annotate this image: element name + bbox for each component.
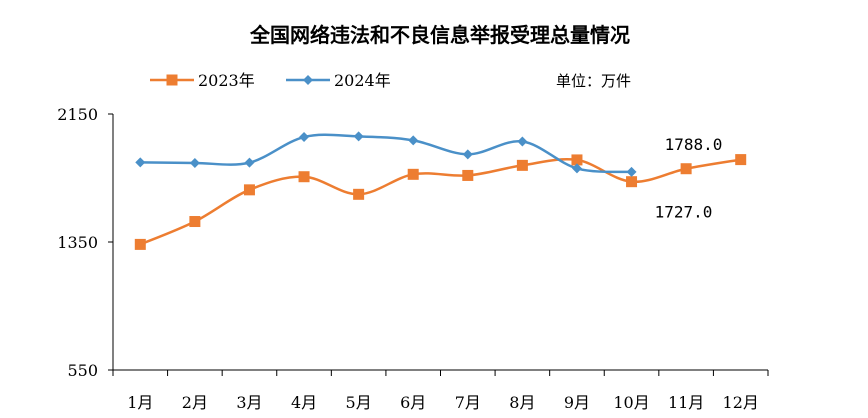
data-label: 1727.0	[655, 203, 713, 222]
data-point-2023	[243, 184, 255, 196]
x-tick-label: 6月	[400, 393, 426, 412]
series-line-2024	[140, 133, 632, 174]
data-point-2024	[299, 132, 310, 143]
series-layer	[134, 131, 747, 250]
y-tick-label: 2150	[57, 105, 98, 124]
legend-label: 2024年	[334, 71, 391, 90]
unit-label: 单位：万件	[556, 72, 631, 90]
legend: 2023年 2024年	[150, 71, 391, 90]
legend-item-2024: 2024年	[286, 71, 391, 90]
data-point-2024	[626, 166, 637, 177]
data-point-2023	[680, 163, 692, 175]
annotation-layer: 1788.0 1727.0	[655, 135, 723, 222]
legend-marker	[303, 75, 313, 85]
data-label: 1788.0	[665, 135, 723, 154]
data-point-2024	[517, 136, 528, 147]
data-point-2023	[516, 159, 528, 171]
data-point-2023	[134, 238, 146, 250]
x-tick-label: 3月	[236, 393, 262, 412]
legend-marker	[166, 74, 178, 86]
axes: 2150 1350 550 1月 2月 3月 4月 5月 6月 7月 8月 9月 10月 11月 12月	[57, 105, 769, 412]
x-tick-label: 2月	[182, 393, 208, 412]
data-point-2024	[462, 149, 473, 160]
x-tick-label: 10月	[613, 393, 649, 412]
data-point-2023	[462, 169, 474, 181]
data-point-2024	[571, 163, 582, 174]
x-tick-label: 11月	[668, 393, 704, 412]
legend-item-2023: 2023年	[150, 71, 255, 90]
data-point-2023	[626, 176, 638, 188]
data-point-2024	[353, 131, 364, 142]
series-2023	[134, 154, 747, 250]
data-point-2023	[735, 154, 747, 166]
x-tick-label: 7月	[455, 393, 481, 412]
x-tick-label: 9月	[564, 393, 590, 412]
x-tick-label: 8月	[509, 393, 535, 412]
y-tick-label: 1350	[57, 233, 98, 252]
data-point-2024	[189, 157, 200, 168]
data-point-2023	[298, 171, 310, 183]
data-point-2023	[189, 216, 201, 228]
x-tick-label: 12月	[723, 393, 759, 412]
data-point-2024	[135, 157, 146, 168]
x-tick-label: 5月	[346, 393, 372, 412]
x-tick-label: 1月	[127, 393, 153, 412]
series-line-2023	[139, 158, 741, 246]
legend-label: 2023年	[198, 71, 255, 90]
data-point-2023	[407, 168, 419, 180]
chart-title: 全国网络违法和不良信息举报受理总量情况	[249, 23, 630, 47]
data-point-2024	[244, 157, 255, 168]
data-point-2023	[353, 188, 365, 200]
data-point-2023	[571, 154, 583, 166]
x-tick-label: 4月	[291, 393, 317, 412]
series-2024	[135, 131, 637, 177]
data-point-2024	[408, 135, 419, 146]
y-tick-label: 550	[67, 361, 98, 380]
